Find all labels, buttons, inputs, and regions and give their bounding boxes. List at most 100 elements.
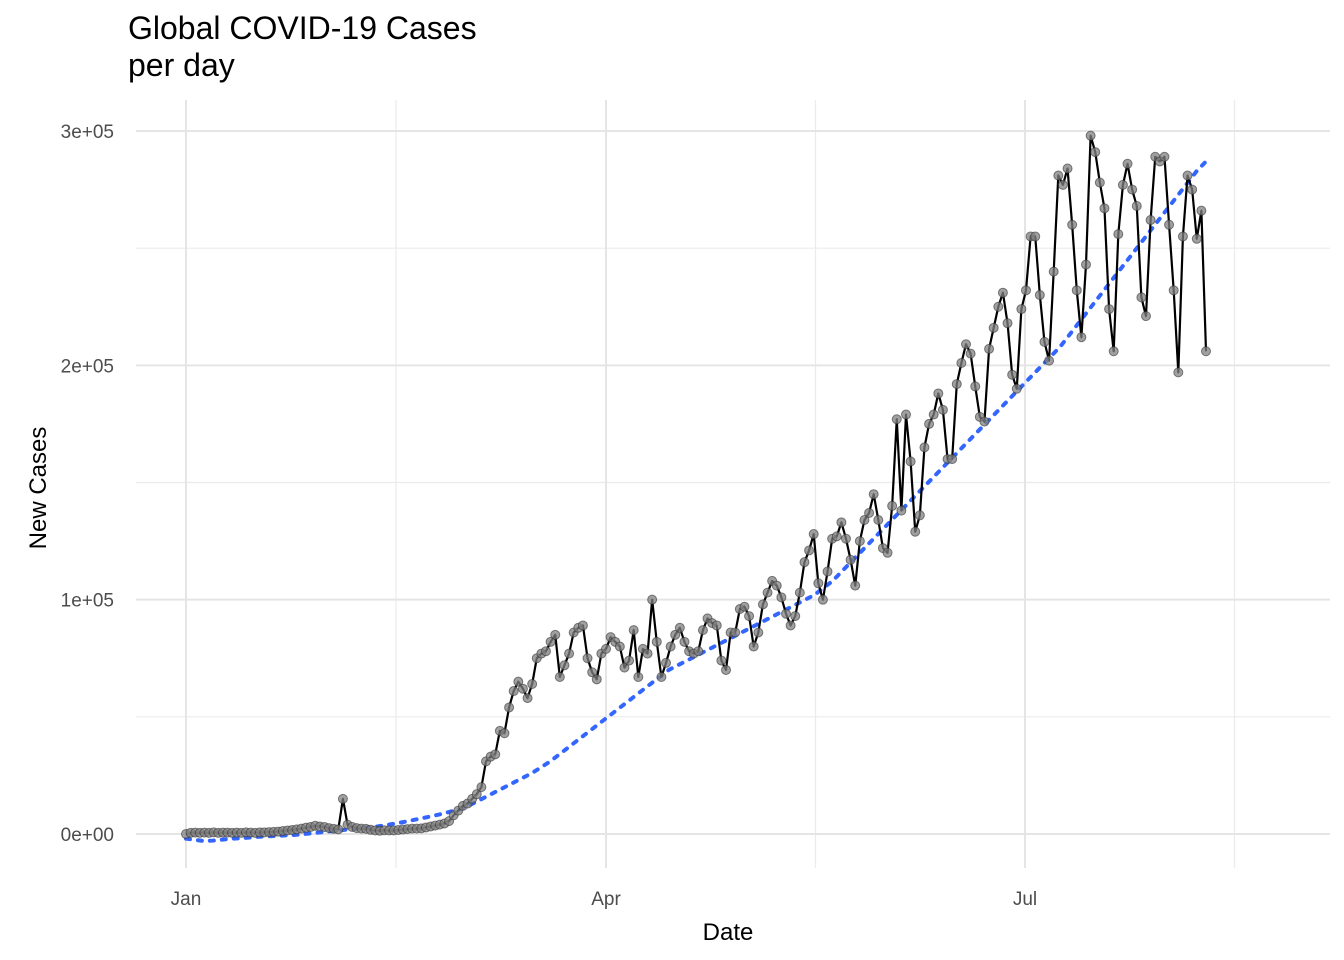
data-line-layer	[185, 134, 1208, 836]
data-point	[1122, 158, 1133, 169]
data-point	[554, 671, 565, 682]
data-point	[1127, 184, 1138, 195]
data-point	[1196, 205, 1207, 216]
data-point	[951, 379, 962, 390]
data-point	[1071, 285, 1082, 296]
data-point	[961, 339, 971, 350]
data-point	[799, 557, 810, 568]
data-point	[1108, 346, 1119, 357]
data-point	[1177, 231, 1188, 242]
data-point	[984, 343, 995, 354]
data-point	[476, 782, 487, 793]
data-point	[1187, 184, 1198, 195]
data-point	[1182, 170, 1193, 181]
data-point	[661, 657, 671, 668]
data-point	[517, 683, 528, 694]
data-point	[1044, 355, 1055, 366]
y-tick-label: 0e+00	[61, 825, 114, 846]
data-point	[471, 789, 482, 800]
data-point	[541, 646, 551, 657]
data-point	[919, 442, 930, 453]
data-point	[1117, 179, 1128, 190]
data-point	[804, 545, 815, 556]
data-point	[693, 646, 704, 657]
data-point	[601, 643, 611, 654]
data-point	[901, 409, 911, 420]
data-point	[979, 416, 990, 427]
data-point	[513, 676, 524, 687]
data-point	[781, 608, 791, 619]
data-point	[656, 671, 667, 682]
data-point	[817, 594, 828, 605]
data-point	[928, 409, 939, 420]
data-point	[997, 287, 1008, 298]
data-point	[697, 625, 708, 636]
data-point	[887, 500, 898, 511]
data-point	[850, 580, 861, 591]
data-point	[1021, 285, 1031, 296]
data-point	[905, 456, 916, 467]
data-point	[522, 693, 533, 704]
data-point	[822, 566, 833, 577]
x-axis-title: Date	[703, 919, 754, 946]
data-point	[614, 641, 625, 652]
y-tick-labels: 0e+00 1e+05 2e+05 3e+05	[61, 122, 114, 846]
data-point	[1104, 304, 1115, 315]
data-point	[1164, 219, 1175, 230]
data-point	[1141, 311, 1151, 322]
data-point	[947, 454, 958, 465]
data-point	[1039, 336, 1050, 347]
data-point	[965, 348, 976, 359]
data-point	[748, 641, 759, 652]
data-point	[1168, 285, 1179, 296]
data-point	[333, 824, 344, 835]
data-point	[711, 620, 722, 631]
data-point	[499, 728, 510, 739]
data-point	[1030, 231, 1041, 242]
data-point	[527, 679, 538, 690]
data-point	[891, 414, 902, 425]
data-point	[859, 514, 870, 525]
data-point	[564, 648, 575, 659]
data-point	[744, 611, 755, 622]
data-point	[1053, 170, 1064, 181]
data-point	[993, 301, 1004, 312]
y-tick-label: 2e+05	[61, 356, 114, 377]
data-point	[642, 648, 653, 659]
data-point	[1076, 332, 1087, 343]
data-point	[873, 514, 884, 525]
data-point	[633, 671, 644, 682]
data-point	[970, 381, 981, 392]
data-point	[550, 629, 561, 640]
data-point	[647, 594, 658, 605]
data-point	[490, 749, 501, 760]
data-point	[739, 601, 750, 612]
data-point	[1011, 383, 1022, 394]
data-point	[730, 627, 741, 638]
data-point	[587, 667, 598, 678]
data-point	[757, 599, 768, 610]
data-point	[1067, 219, 1078, 230]
data-points-layer	[181, 130, 1211, 839]
data-point	[591, 674, 602, 685]
data-point	[753, 627, 764, 638]
data-point	[577, 620, 588, 631]
data-point	[1201, 346, 1211, 357]
data-point	[1131, 200, 1142, 211]
y-tick-label: 3e+05	[61, 122, 114, 143]
chart-title: Global COVID-19 Cases per day	[128, 10, 477, 84]
minor-gridlines	[136, 100, 1330, 868]
data-point	[1090, 147, 1101, 158]
data-point	[1173, 367, 1184, 378]
data-point	[771, 580, 782, 591]
data-point	[790, 611, 801, 622]
data-point	[1016, 304, 1027, 315]
data-point	[1159, 151, 1170, 162]
data-point	[582, 653, 593, 664]
cases-line	[185, 134, 1208, 836]
data-point	[1113, 229, 1124, 240]
data-point	[896, 505, 907, 516]
data-point	[956, 357, 967, 368]
y-tick-label: 1e+05	[61, 591, 114, 612]
